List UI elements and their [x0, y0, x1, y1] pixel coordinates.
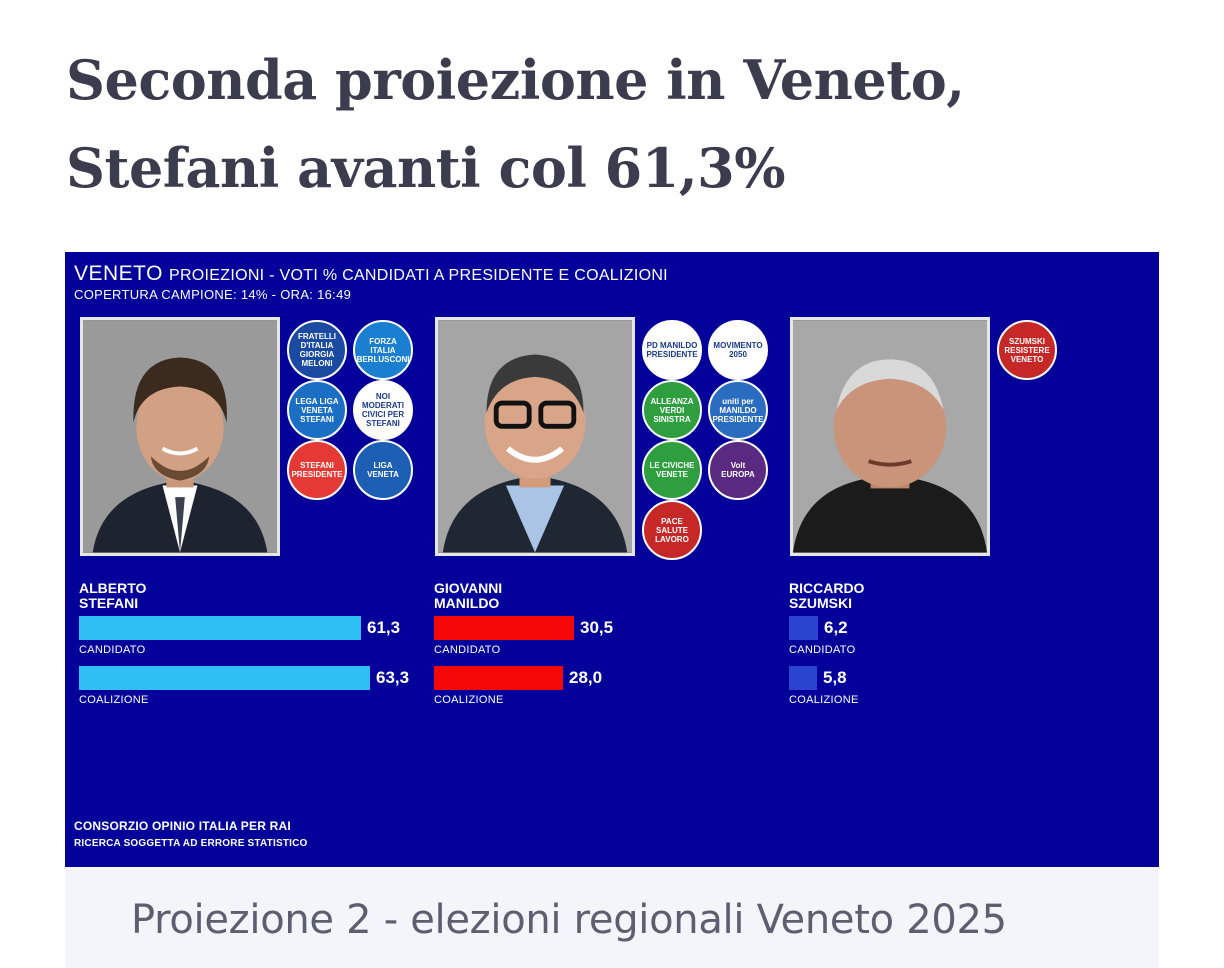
coalition-label: COALIZIONE [79, 694, 149, 706]
party-logo-icon: LE CIVICHE VENETE [642, 440, 702, 500]
candidate-bar-manildo [434, 616, 574, 640]
candidate-label: CANDIDATO [434, 644, 501, 656]
candidate-photo-szumski [790, 317, 990, 556]
party-logo-icon: PACE SALUTE LAVORO [642, 500, 702, 560]
coalition-bar-stefani [79, 666, 370, 690]
party-logo-icon: SZUMSKI RESISTERE VENETO [997, 320, 1057, 380]
image-caption-box: Proiezione 2 - elezioni regionali Veneto… [65, 867, 1159, 968]
graphic-title: VENETO PROIEZIONI - VOTI % CANDIDATI A PR… [74, 262, 668, 286]
portrait-stefani-image [83, 320, 277, 553]
source-note: CONSORZIO OPINIO ITALIA PER RAI [74, 819, 291, 833]
candidate-name: GIOVANNI MANILDO [434, 580, 503, 611]
party-logo-icon: LIGA VENETA [353, 440, 413, 500]
candidate-bar-szumski [789, 616, 818, 640]
coalition-bar-manildo [434, 666, 563, 690]
party-logo-icon: Volt EUROPA [708, 440, 768, 500]
coalition-bar-szumski [789, 666, 817, 690]
candidate-name: ALBERTO STEFANI [79, 580, 147, 611]
image-caption: Proiezione 2 - elezioni regionali Veneto… [131, 897, 1007, 943]
candidate-value-manildo: 30,5 [580, 618, 614, 637]
coalition-value-manildo: 28,0 [569, 668, 603, 687]
candidate-photo-manildo [435, 317, 635, 556]
candidate-bar-stefani [79, 616, 361, 640]
party-logo-icon: FORZA ITALIA BERLUSCONI [353, 320, 413, 380]
coalition-label: COALIZIONE [434, 694, 504, 706]
party-logo-icon: MOVIMENTO 2050 [708, 320, 768, 380]
article-headline: Seconda proiezione in Veneto, Stefani av… [66, 48, 965, 200]
coalition-value-szumski: 5,8 [823, 668, 847, 687]
sample-coverage: COPERTURA CAMPIONE: 14% - ORA: 16:49 [74, 287, 352, 302]
region-name: VENETO [74, 262, 163, 285]
coalition-value-stefani: 63,3 [376, 668, 410, 687]
party-logo-icon: STEFANI PRESIDENTE [287, 440, 347, 500]
portrait-szumski-image [793, 320, 987, 553]
party-logo-icon: PD MANILDO PRESIDENTE [642, 320, 702, 380]
candidate-value-szumski: 6,2 [824, 618, 848, 637]
graphic-subtitle: PROIEZIONI - VOTI % CANDIDATI A PRESIDEN… [168, 267, 668, 284]
candidate-label: CANDIDATO [79, 644, 146, 656]
error-disclaimer: RICERCA SOGGETTA AD ERRORE STATISTICO [74, 838, 308, 849]
party-logo-icon: ALLEANZA VERDI SINISTRA [642, 380, 702, 440]
candidate-label: CANDIDATO [789, 644, 856, 656]
candidate-name: RICCARDO SZUMSKI [789, 580, 865, 611]
party-logo-icon: LEGA LIGA VENETA STEFANI [287, 380, 347, 440]
projection-graphic: VENETO PROIEZIONI - VOTI % CANDIDATI A PR… [65, 252, 1159, 867]
portrait-manildo-image [438, 320, 632, 553]
party-logo-icon: uniti per MANILDO PRESIDENTE [708, 380, 768, 440]
candidate-value-stefani: 61,3 [367, 618, 401, 637]
party-logo-icon: FRATELLI D'ITALIA GIORGIA MELONI [287, 320, 347, 380]
coalition-label: COALIZIONE [789, 694, 859, 706]
candidate-photo-stefani [80, 317, 280, 556]
party-logo-icon: NOI MODERATI CIVICI PER STEFANI [353, 380, 413, 440]
